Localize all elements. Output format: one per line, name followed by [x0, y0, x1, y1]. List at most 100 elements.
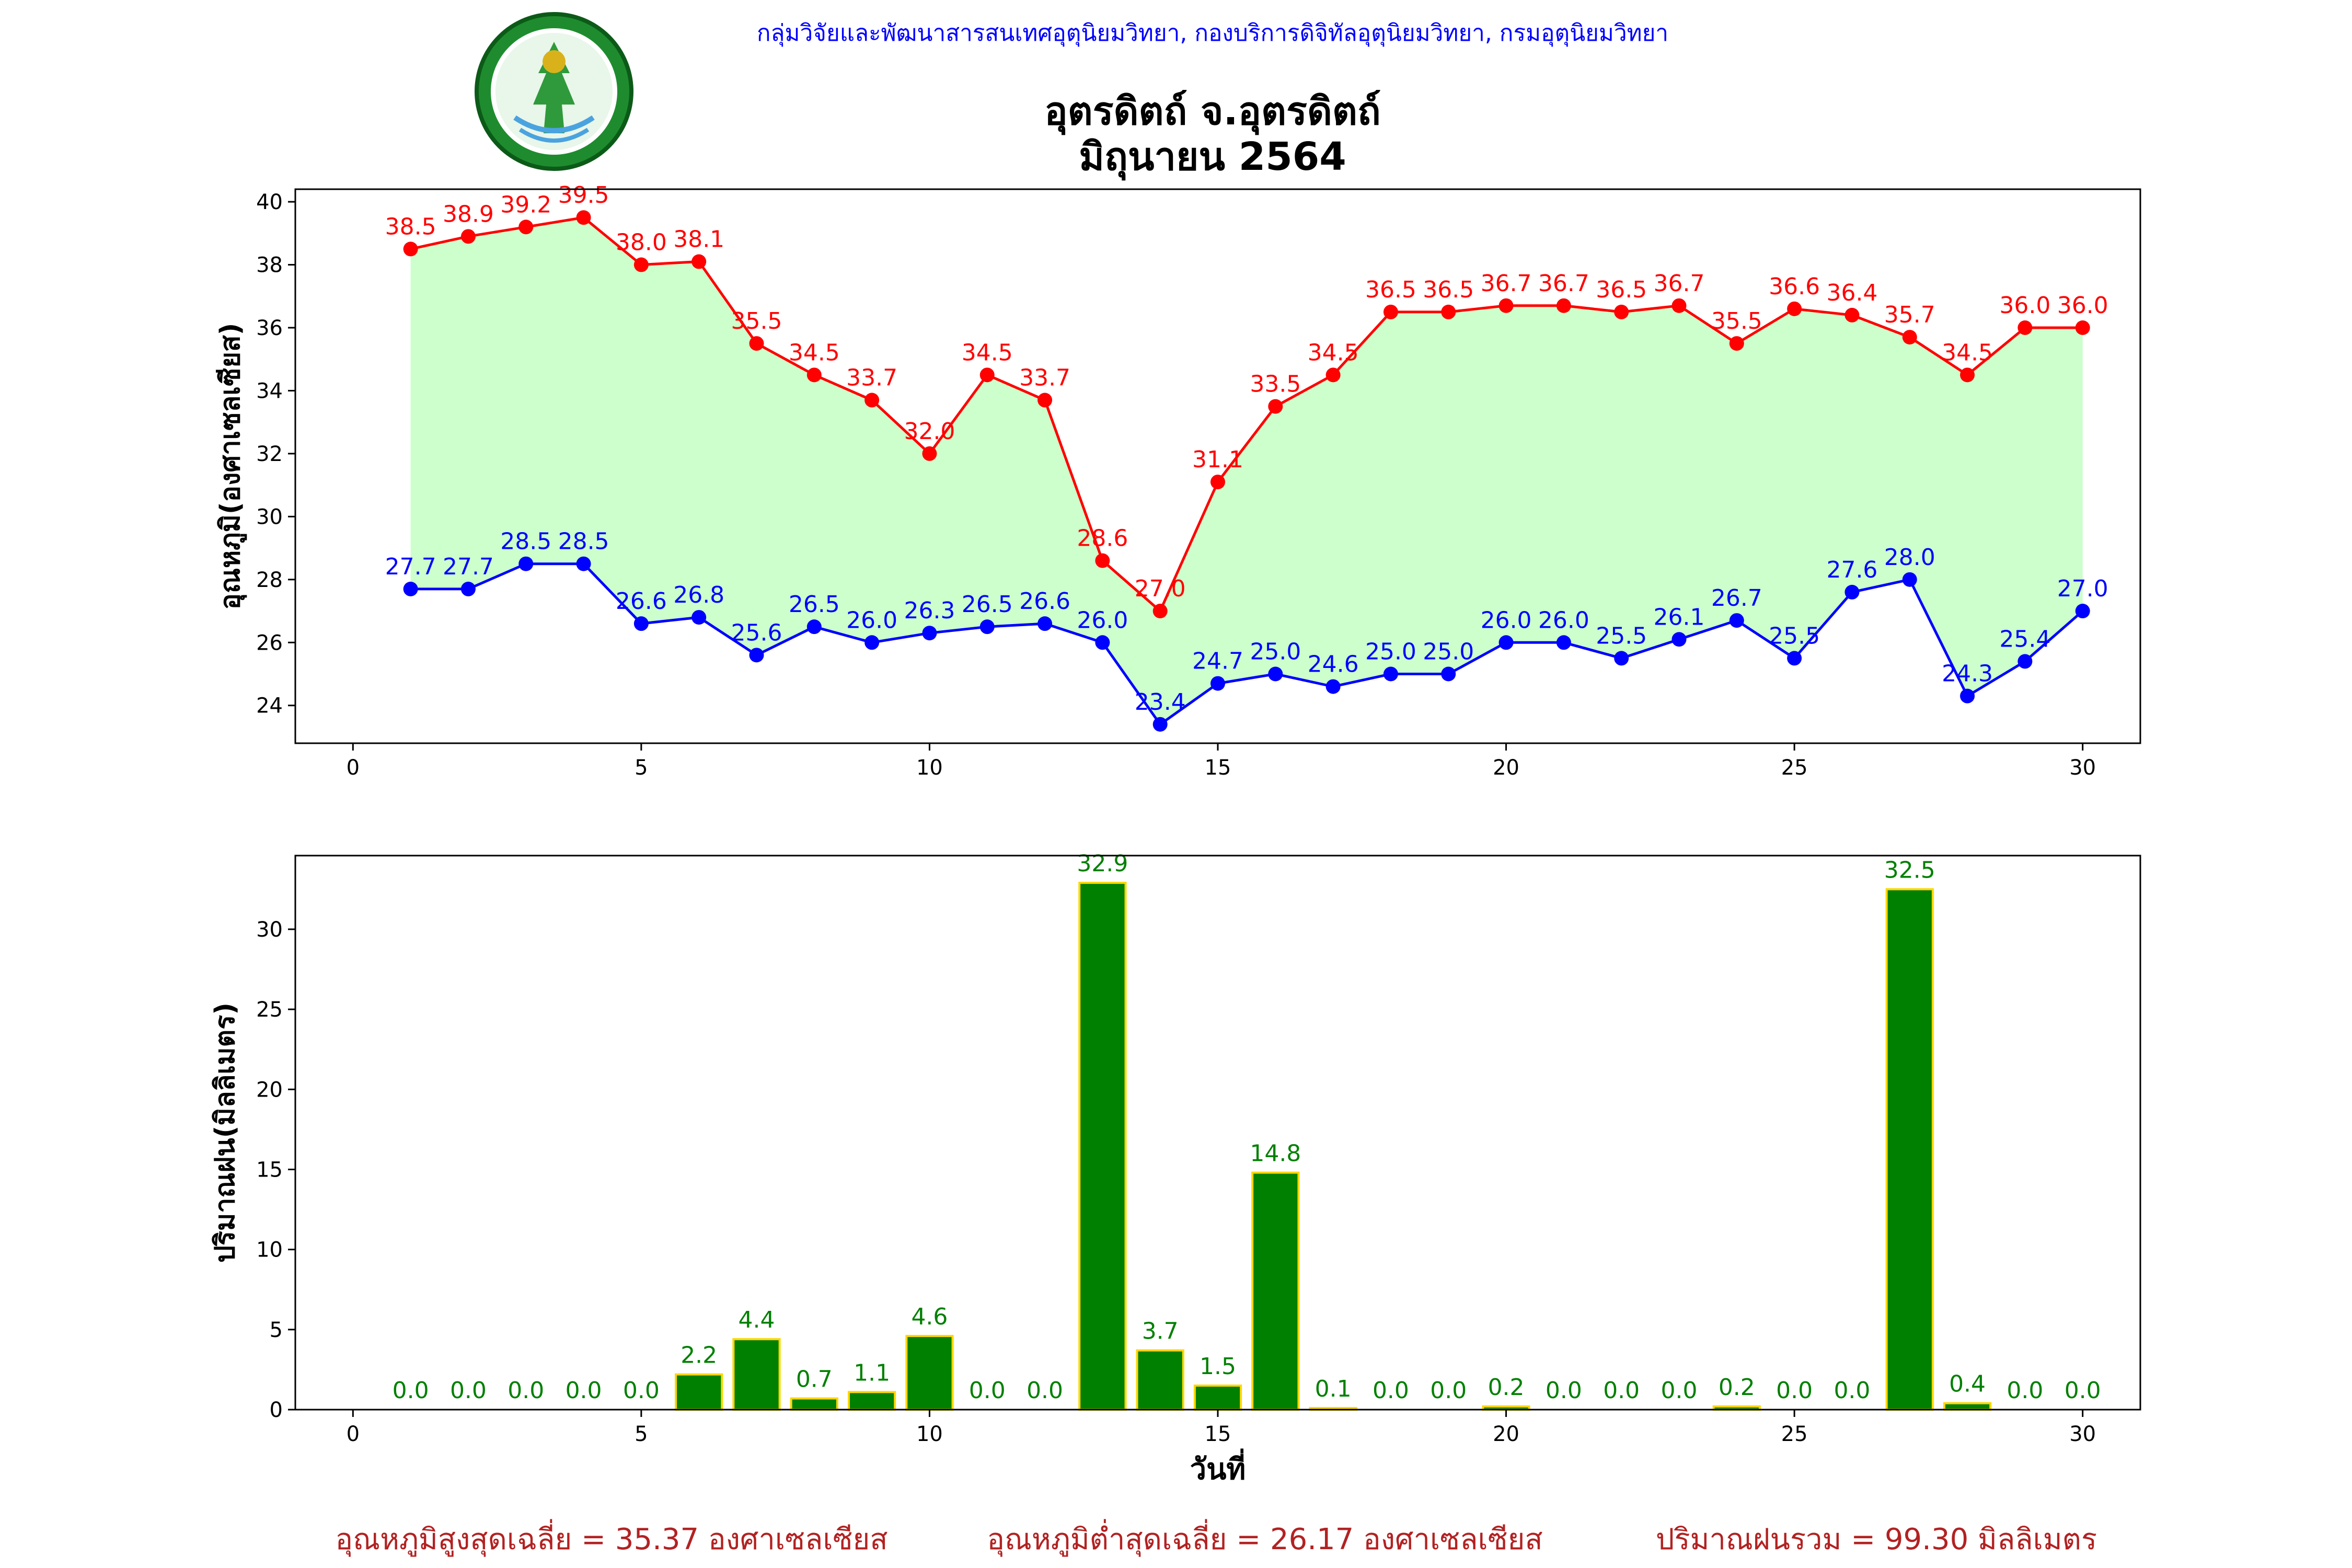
min-temperature-value-label: 24.6	[1308, 651, 1359, 678]
rainfall-plot-frame	[294, 855, 2141, 1411]
max-temperature-point	[1844, 307, 1860, 322]
chart-title-month: มิถุนายน 2564	[1079, 134, 1346, 181]
max-temperature-value-label: 36.0	[2057, 292, 2108, 319]
max-temperature-point	[806, 367, 822, 383]
rainfall-value-label: 0.2	[1719, 1374, 1755, 1401]
min-temperature-value-label: 26.0	[846, 607, 897, 633]
rainfall-value-label: 1.5	[1200, 1353, 1236, 1380]
min-temperature-value-label: 28.0	[1884, 544, 1935, 571]
rainfall-bar	[732, 1338, 781, 1411]
rainfall-value-label: 3.7	[1142, 1318, 1179, 1345]
max-temperature-point	[633, 257, 649, 272]
min-temperature-value-label: 25.0	[1365, 639, 1416, 665]
min-temperature-point	[460, 581, 476, 596]
credit-text: กลุ่มวิจัยและพัฒนาสารสนเทศอุตุนิยมวิทยา,…	[757, 20, 1668, 47]
min-temperature-value-label: 27.7	[443, 554, 494, 580]
max-temperature-point	[1095, 553, 1110, 568]
min-temperature-point	[1787, 651, 1802, 666]
rainfall-value-label: 0.0	[1834, 1377, 1870, 1404]
rainfall-bar	[1078, 882, 1127, 1411]
min-temperature-point	[922, 626, 937, 641]
min-temperature-value-label: 27.0	[2057, 575, 2108, 602]
max-temperature-value-label: 35.7	[1884, 302, 1935, 328]
max-temperature-point	[518, 220, 534, 235]
rainfall-value-label: 0.0	[1546, 1377, 1582, 1404]
max-temperature-point	[1556, 298, 1571, 313]
max-temperature-value-label: 38.5	[385, 213, 436, 240]
rainfall-value-label: 4.4	[739, 1307, 775, 1333]
min-temperature-point	[1383, 666, 1398, 682]
min-temperature-value-label: 26.7	[1711, 585, 1762, 612]
max-temperature-point	[1787, 301, 1802, 316]
min-temperature-value-label: 23.4	[1135, 689, 1186, 716]
rainfall-y-tick-label: 10	[256, 1238, 283, 1262]
temperature-y-tick-label: 24	[256, 694, 283, 718]
rainfall-value-label: 0.4	[1949, 1371, 1986, 1398]
rainfall-value-label: 0.0	[1776, 1377, 1813, 1404]
max-temperature-value-label: 28.6	[1077, 525, 1128, 552]
min-temperature-point	[1498, 635, 1514, 650]
min-temperature-point	[749, 648, 764, 663]
temperature-y-tick-label: 34	[256, 379, 283, 403]
min-temperature-value-label: 26.3	[904, 597, 955, 624]
rainfall-value-label: 32.5	[1884, 857, 1935, 883]
max-temperature-value-label: 36.0	[1999, 292, 2050, 319]
average-min-temperature: อุณหภูมิต่ำสุดเฉลี่ย = 26.17 องศาเซลเซีย…	[987, 1519, 1542, 1557]
max-temperature-point	[1960, 367, 1975, 383]
min-temperature-point	[403, 581, 418, 596]
max-temperature-point	[1210, 475, 1225, 490]
min-temperature-value-label: 26.0	[1481, 607, 1532, 633]
rainfall-bar	[905, 1335, 954, 1411]
rainfall-bar	[1943, 1402, 1992, 1411]
min-temperature-value-label: 26.0	[1077, 607, 1128, 633]
max-temperature-value-label: 36.7	[1538, 270, 1589, 297]
temperature-x-tick-label: 30	[2069, 756, 2096, 780]
max-temperature-point	[1037, 393, 1053, 408]
min-temperature-value-label: 26.6	[616, 588, 667, 615]
min-temperature-value-label: 28.5	[558, 528, 609, 555]
min-temperature-point	[691, 610, 707, 625]
temperature-x-tick-label: 25	[1781, 756, 1808, 780]
min-temperature-point	[1152, 717, 1168, 732]
rainfall-value-label: 1.1	[854, 1359, 890, 1386]
rainfall-x-tick-label: 20	[1493, 1422, 1519, 1446]
rainfall-bar	[790, 1397, 838, 1411]
max-temperature-point	[2075, 320, 2090, 335]
rainfall-value-label: 32.9	[1077, 850, 1128, 877]
rainfall-bar	[1136, 1349, 1184, 1411]
rainfall-bar	[675, 1373, 723, 1411]
max-temperature-line	[410, 216, 2083, 614]
min-temperature-point	[1095, 635, 1110, 650]
rainfall-y-tick-label: 15	[256, 1158, 283, 1182]
min-temperature-value-label: 27.7	[385, 554, 436, 580]
temperature-x-tick-label: 0	[347, 756, 360, 780]
rainfall-y-tick-label: 30	[256, 918, 283, 942]
min-temperature-point	[633, 616, 649, 631]
max-temperature-value-label: 33.5	[1250, 371, 1301, 398]
min-temperature-point	[1210, 676, 1225, 691]
rainfall-bar	[1885, 888, 1934, 1411]
min-temperature-point	[1960, 688, 1975, 704]
chart-title-station: อุตรดิตถ์ จ.อุตรดิตถ์	[1044, 89, 1381, 135]
min-temperature-point	[1902, 572, 1917, 587]
min-temperature-value-label: 25.4	[1999, 626, 2050, 652]
min-temperature-point	[1671, 632, 1687, 647]
max-temperature-point	[1268, 399, 1283, 414]
min-temperature-value-label: 27.6	[1826, 557, 1877, 583]
rainfall-value-label: 0.0	[2065, 1377, 2101, 1404]
max-temperature-value-label: 36.4	[1826, 280, 1877, 306]
min-temperature-point	[518, 556, 534, 571]
temperature-x-tick-label: 15	[1205, 756, 1231, 780]
min-temperature-point	[1556, 635, 1571, 650]
rainfall-value-label: 0.0	[623, 1377, 660, 1404]
rainfall-x-tick-label: 15	[1205, 1422, 1231, 1446]
rainfall-bar	[1251, 1171, 1300, 1411]
max-temperature-value-label: 36.6	[1769, 273, 1820, 300]
max-temperature-value-label: 36.5	[1596, 276, 1647, 303]
max-temperature-point	[979, 367, 995, 383]
max-temperature-point	[1498, 298, 1514, 313]
max-temperature-point	[1729, 336, 1744, 351]
rainfall-value-label: 0.0	[450, 1377, 487, 1404]
max-temperature-point	[460, 229, 476, 244]
